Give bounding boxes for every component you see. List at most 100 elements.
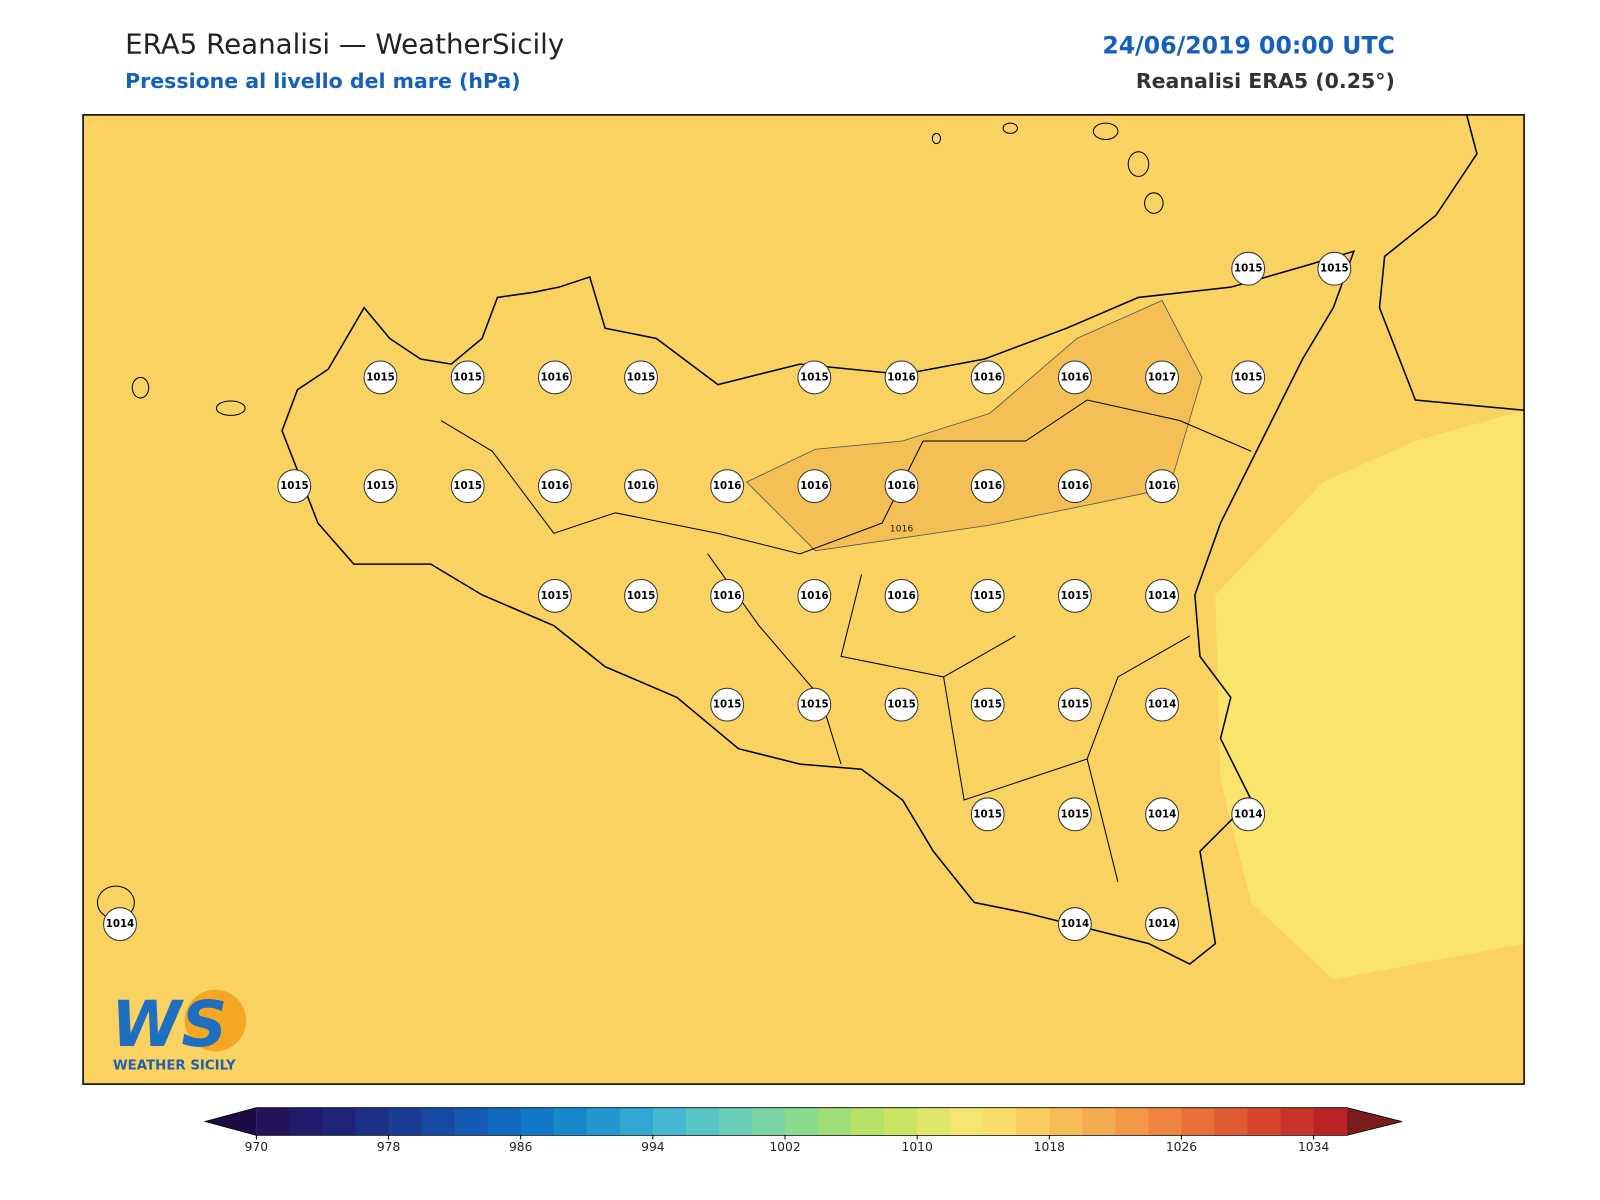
colorbar-segment <box>1247 1107 1282 1136</box>
colorbar-segment <box>355 1107 390 1136</box>
map: 1016 1015 1015 1015 1015 1016 1015 1015 1016 101… <box>82 114 1525 1085</box>
station-value: 1015 <box>973 699 1002 711</box>
station-marker <box>1057 578 1092 613</box>
station-value: 1015 <box>1320 263 1349 275</box>
station-marker <box>710 578 745 613</box>
station-marker <box>1057 360 1092 395</box>
station-marker <box>1145 907 1179 942</box>
station-value: 1014 <box>1148 808 1177 820</box>
station-value: 1016 <box>713 480 742 492</box>
island <box>1127 151 1150 177</box>
colorbar-segment <box>917 1107 951 1136</box>
island <box>1092 122 1119 140</box>
island <box>131 376 150 399</box>
station-value: 1015 <box>973 590 1002 602</box>
station-value: 1015 <box>541 590 570 602</box>
station-marker <box>1231 251 1266 286</box>
station-value: 1015 <box>1234 263 1263 275</box>
colorbar-tick-label: 1002 <box>769 1140 800 1154</box>
station-marker <box>450 360 485 395</box>
station-value: 1015 <box>627 371 656 383</box>
station-value: 1016 <box>541 371 570 383</box>
calabria-coast <box>1378 114 1525 412</box>
colorbar-segment <box>1148 1107 1182 1136</box>
station-marker <box>363 360 398 395</box>
station-value: 1016 <box>1148 480 1177 492</box>
station-marker <box>1231 360 1266 395</box>
station-marker <box>797 360 832 395</box>
colorbar-under <box>205 1107 257 1136</box>
colorbar-segment <box>1214 1107 1249 1136</box>
station-value: 1016 <box>973 371 1002 383</box>
station-value: 1017 <box>1148 371 1177 383</box>
logo-name: WEATHER SICILY <box>113 1059 236 1074</box>
station-marker <box>970 797 1005 832</box>
station-marker <box>277 469 312 504</box>
colorbar-segment <box>818 1107 852 1136</box>
station-value: 1015 <box>713 699 742 711</box>
station-marker <box>1057 469 1092 504</box>
station-marker <box>797 687 832 722</box>
station-value: 1015 <box>887 699 916 711</box>
colorbar-tick-label: 1034 <box>1298 1140 1329 1154</box>
station-marker <box>537 360 572 395</box>
station-value: 1015 <box>973 808 1002 820</box>
province-borders <box>440 399 1252 883</box>
station-value: 1014 <box>1148 699 1177 711</box>
island <box>1144 192 1164 214</box>
colorbar-tick-label: 1018 <box>1034 1140 1065 1154</box>
colorbar-segment <box>322 1107 357 1136</box>
station-marker <box>1145 797 1179 832</box>
station-value: 1016 <box>1061 371 1090 383</box>
station-value: 1014 <box>1061 918 1090 930</box>
colorbar-segment <box>520 1107 555 1136</box>
colorbar-segment <box>950 1107 984 1136</box>
station-value: 1016 <box>973 480 1002 492</box>
station-marker <box>537 578 572 613</box>
colorbar-segment <box>685 1107 720 1136</box>
low-region <box>1215 410 1525 980</box>
title: ERA5 Reanalisi — WeatherSicily <box>125 27 564 60</box>
island <box>931 132 942 145</box>
source: Reanalisi ERA5 (0.25°) <box>1136 69 1395 93</box>
colorbar-segment <box>1181 1107 1216 1136</box>
colorbar-segment <box>785 1107 819 1136</box>
colorbar-segment <box>718 1107 753 1136</box>
station-value: 1016 <box>887 590 916 602</box>
island <box>215 400 246 416</box>
station-value: 1016 <box>800 590 829 602</box>
colorbar-segment <box>619 1107 654 1136</box>
station-value: 1016 <box>887 371 916 383</box>
station-value: 1015 <box>1061 699 1090 711</box>
station-value: 1015 <box>453 371 482 383</box>
station-value: 1015 <box>800 371 829 383</box>
station-marker <box>884 687 919 722</box>
map-frame <box>82 114 1525 1085</box>
station-marker <box>1145 360 1179 395</box>
station-value: 1016 <box>887 480 916 492</box>
colorbar-tick-label: 994 <box>641 1140 665 1154</box>
station-marker <box>797 469 832 504</box>
station-value: 1015 <box>1234 371 1263 383</box>
colorbar-segment <box>256 1107 290 1136</box>
sicily-coast <box>281 250 1356 966</box>
colorbar: 970 978 986 994 1002 1010 1018 1026 1034 <box>203 1107 1403 1154</box>
island <box>1002 122 1018 134</box>
colorbar-segment <box>421 1107 456 1136</box>
station-value: 1016 <box>627 480 656 492</box>
station-marker <box>970 578 1005 613</box>
logo-sun <box>184 989 247 1052</box>
station-marker <box>1145 578 1179 613</box>
colorbar-tick-label: 986 <box>509 1140 533 1154</box>
station-value: 1015 <box>800 699 829 711</box>
station-value: 1015 <box>627 590 656 602</box>
station-value: 1016 <box>1061 480 1090 492</box>
colorbar-segment <box>1016 1107 1050 1136</box>
station-marker <box>970 360 1005 395</box>
station-value: 1014 <box>106 918 135 930</box>
colorbar-segment <box>487 1107 522 1136</box>
colorbar-segment <box>652 1107 687 1136</box>
colorbar-segment <box>289 1107 323 1136</box>
station-marker <box>363 469 398 504</box>
